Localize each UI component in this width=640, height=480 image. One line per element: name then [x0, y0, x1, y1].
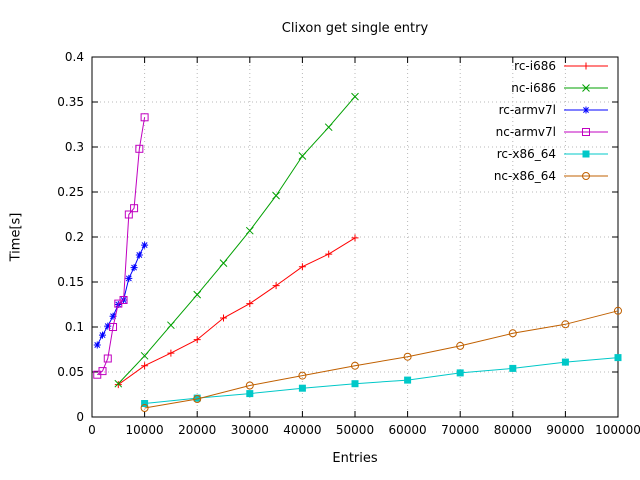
series-line-nc-x86_64: [144, 310, 619, 409]
legend-label-nc-armv7l: nc-armv7l: [496, 125, 556, 139]
series-line-nc-armv7l: [96, 117, 146, 376]
marker-plus: [167, 349, 175, 357]
marker-plus: [351, 234, 359, 242]
marker-circle-open: [193, 395, 202, 403]
marker-circle-open: [614, 306, 622, 315]
x-axis-label: Entries: [332, 451, 378, 466]
marker-asterisk: [99, 331, 107, 339]
y-tick-label: 0.05: [57, 365, 84, 379]
marker-square-filled: [246, 390, 254, 398]
marker-circle-open: [508, 329, 517, 338]
x-tick-label: 60000: [389, 423, 427, 437]
marker-square-open: [135, 144, 144, 153]
marker-square-open: [103, 354, 112, 363]
series-line-rc-armv7l: [96, 244, 146, 346]
marker-circle-open: [561, 320, 570, 329]
x-tick-label: 20000: [178, 423, 216, 437]
marker-plus: [114, 381, 122, 389]
series-line-rc-x86_64: [144, 357, 619, 404]
marker-asterisk: [109, 312, 117, 320]
marker-square-open: [109, 323, 118, 331]
y-tick-label: 0.25: [57, 185, 84, 199]
marker-plus: [272, 282, 280, 290]
marker-asterisk: [104, 322, 112, 330]
legend-label-rc-x86_64: rc-x86_64: [497, 147, 556, 161]
marker-cross: [167, 321, 175, 330]
marker-square-open: [140, 113, 149, 122]
marker-square-filled: [614, 354, 622, 362]
marker-cross: [582, 84, 590, 92]
marker-cross: [219, 259, 228, 267]
series-line-rc-i686: [118, 237, 356, 386]
marker-asterisk: [141, 241, 149, 249]
y-tick-label: 0.3: [65, 140, 84, 154]
marker-plus: [582, 62, 590, 70]
marker-plus: [325, 250, 333, 258]
marker-cross: [114, 379, 123, 388]
y-tick-label: 0.15: [57, 275, 84, 289]
legend-label-rc-i686: rc-i686: [514, 59, 556, 73]
marker-cross: [272, 191, 280, 200]
marker-plus: [193, 336, 201, 344]
x-tick-label: 50000: [336, 423, 374, 437]
y-axis-label: Time[s]: [8, 212, 24, 262]
marker-square-filled: [193, 394, 201, 402]
x-tick-label: 30000: [231, 423, 269, 437]
y-tick-label: 0.35: [57, 95, 84, 109]
marker-cross: [324, 123, 333, 132]
marker-plus: [246, 300, 254, 308]
x-tick-label: 10000: [126, 423, 164, 437]
x-tick-label: 0: [88, 423, 96, 437]
marker-asterisk: [582, 106, 590, 114]
x-tick-label: 100000: [595, 423, 640, 437]
marker-square-open: [98, 367, 107, 376]
x-tick-label: 80000: [494, 423, 532, 437]
marker-circle-open: [351, 361, 359, 370]
legend-label-nc-i686: nc-i686: [511, 81, 556, 95]
marker-square-open: [130, 204, 139, 213]
marker-circle-open: [456, 341, 465, 350]
marker-cross: [351, 92, 359, 101]
legend-label-rc-armv7l: rc-armv7l: [499, 103, 556, 117]
marker-plus: [141, 362, 149, 370]
x-tick-label: 70000: [441, 423, 479, 437]
marker-square-open: [124, 210, 133, 219]
marker-cross: [140, 351, 149, 360]
marker-square-filled: [404, 376, 412, 384]
marker-asterisk: [135, 251, 143, 259]
y-tick-label: 0.2: [65, 230, 84, 244]
marker-circle-open: [140, 404, 149, 412]
marker-square-filled: [298, 384, 306, 392]
marker-asterisk: [130, 264, 138, 272]
chart-title: Clixon get single entry: [281, 21, 429, 36]
marker-cross: [245, 226, 254, 235]
legend-label-nc-x86_64: nc-x86_64: [494, 169, 556, 183]
marker-cross: [298, 152, 307, 160]
series-line-nc-i686: [117, 96, 356, 385]
marker-square-filled: [561, 358, 569, 366]
marker-square-filled: [456, 369, 464, 377]
marker-circle-open: [582, 172, 590, 180]
marker-square-open: [582, 128, 590, 136]
y-tick-label: 0: [76, 410, 84, 424]
marker-square-filled: [509, 364, 517, 372]
marker-square-filled: [582, 150, 590, 158]
y-tick-label: 0.1: [65, 320, 84, 334]
y-tick-label: 0.4: [65, 50, 84, 64]
marker-square-filled: [141, 400, 149, 407]
marker-circle-open: [298, 371, 307, 380]
x-tick-label: 40000: [283, 423, 321, 437]
marker-plus: [220, 314, 227, 322]
marker-circle-open: [403, 352, 412, 361]
marker-circle-open: [245, 381, 254, 390]
marker-cross: [193, 290, 202, 299]
marker-asterisk: [125, 274, 133, 282]
marker-square-filled: [351, 380, 359, 388]
marker-square-open: [119, 296, 128, 304]
marker-asterisk: [93, 341, 101, 349]
marker-plus: [298, 263, 306, 271]
x-tick-label: 90000: [546, 423, 584, 437]
